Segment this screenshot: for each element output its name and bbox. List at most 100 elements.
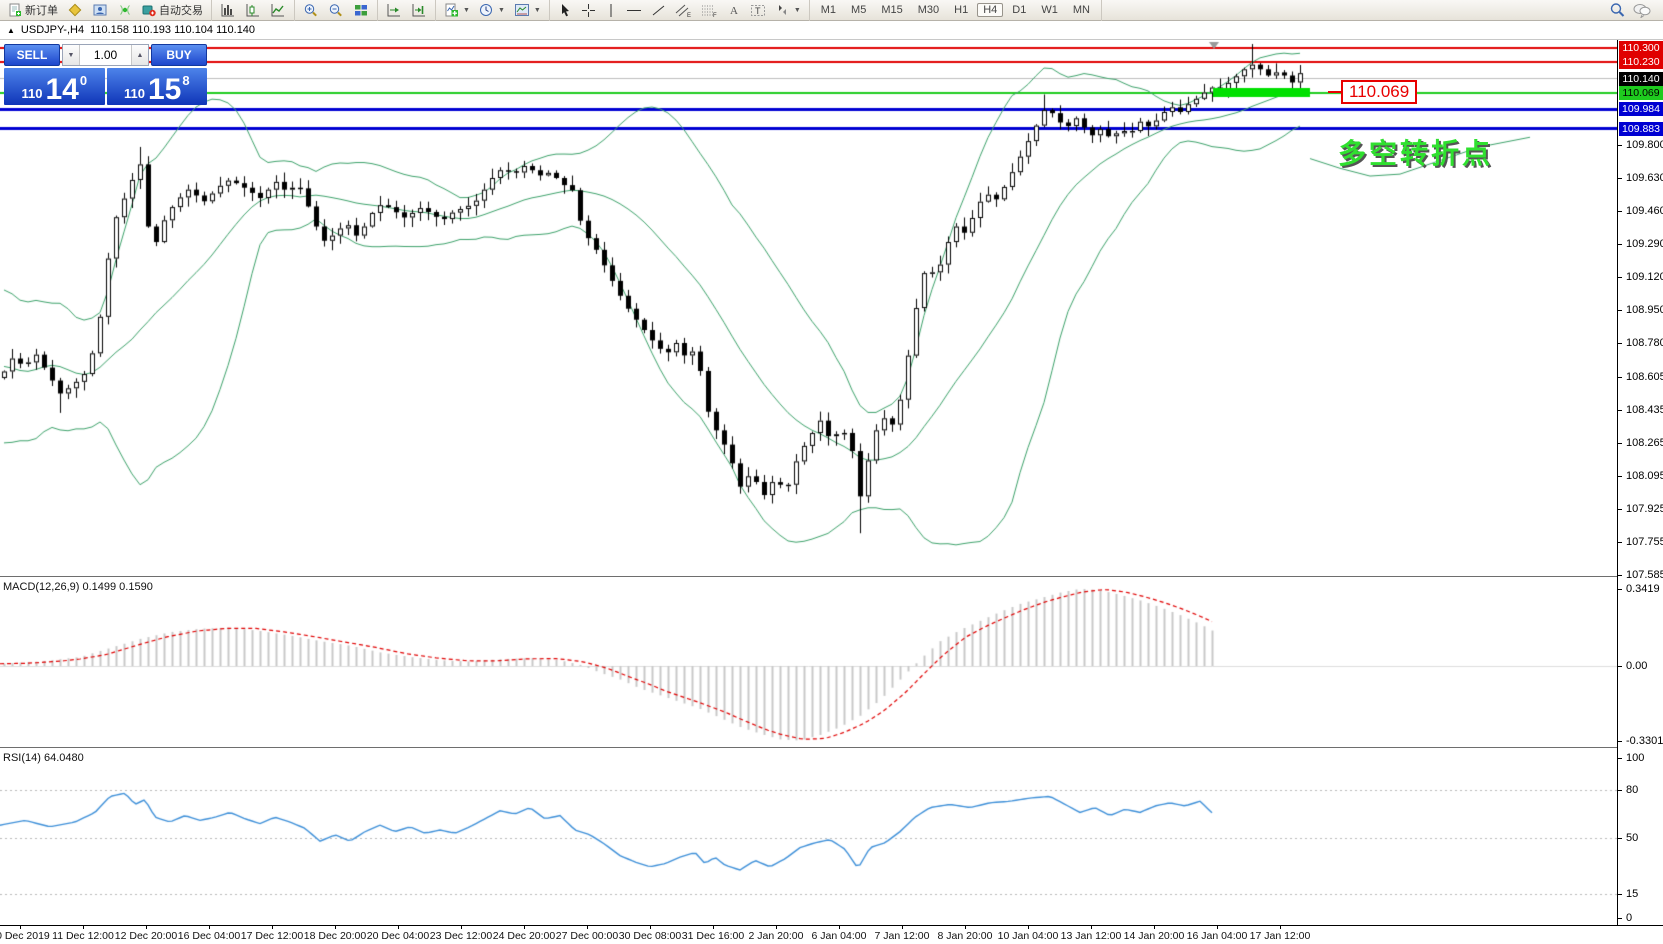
timeframe-h1-button[interactable]: H1 <box>954 4 969 16</box>
macd-canvas[interactable] <box>0 579 1617 747</box>
turning-point-note[interactable]: 多空转折点 <box>1338 138 1494 169</box>
tile-windows-icon[interactable] <box>350 1 372 19</box>
community-chat-icon[interactable] <box>1629 1 1655 19</box>
timeframe-mn-button[interactable]: MN <box>1072 4 1090 16</box>
rsi-tick <box>1618 918 1622 919</box>
price-tag-label[interactable]: 110.069 <box>1341 80 1418 104</box>
price-tick-label: 107.755 <box>1626 536 1663 548</box>
svg-text:E: E <box>687 13 691 18</box>
periods-clock-icon <box>479 3 494 17</box>
bar-chart-icon[interactable] <box>217 1 239 19</box>
price-level-badge: 110.300 <box>1619 41 1663 55</box>
crosshair-icon[interactable] <box>578 1 599 19</box>
new-order-icon <box>8 3 22 17</box>
macd-tick <box>1618 666 1622 667</box>
rsi-tick-label: 15 <box>1626 888 1639 900</box>
time-tick-label: 27 Dec 00:00 <box>555 930 619 942</box>
timeframe-m30-button[interactable]: M30 <box>917 4 940 16</box>
time-tick <box>1091 926 1092 929</box>
autotrade-label: 自动交易 <box>159 5 203 17</box>
zoom-out-icon[interactable] <box>325 1 347 19</box>
macd-panel[interactable]: MACD(12,26,9) 0.1499 0.1590 <box>0 579 1617 747</box>
price-tick <box>1618 211 1622 212</box>
profile-window-icon[interactable] <box>89 1 111 19</box>
periods-button[interactable]: ▼ <box>476 1 508 19</box>
macd-tick <box>1618 741 1622 742</box>
new-order-button[interactable]: 新订单 <box>5 1 61 19</box>
volume-increase-button[interactable]: ▲ <box>131 45 148 65</box>
cursor-icon[interactable] <box>555 1 575 19</box>
toolbar-group-charttype <box>212 0 295 21</box>
autotrade-button[interactable]: 自动交易 <box>139 1 206 19</box>
zoom-in-icon[interactable] <box>300 1 322 19</box>
arrows-caret-icon: ▼ <box>793 6 801 14</box>
price-chart-panel[interactable] <box>0 40 1617 576</box>
main-canvas[interactable] <box>0 40 1617 576</box>
vertical-line-icon[interactable] <box>602 1 620 19</box>
time-tick-label: 18 Dec 20:00 <box>303 930 367 942</box>
templates-button[interactable]: ▼ <box>511 1 544 19</box>
timeframe-m15-button[interactable]: M15 <box>881 4 903 16</box>
text-label-icon[interactable]: T <box>747 1 769 19</box>
arrows-icon <box>775 3 790 17</box>
price-level-badge: 109.984 <box>1619 102 1663 116</box>
rsi-panel[interactable]: RSI(14) 64.0480 <box>0 750 1617 925</box>
auto-scroll-icon[interactable] <box>383 1 405 19</box>
timeframe-h4-button[interactable]: H4 <box>977 3 1004 17</box>
text-icon[interactable]: A <box>724 1 744 19</box>
time-tick-label: 24 Dec 20:00 <box>492 930 556 942</box>
time-tick-label: 7 Jan 12:00 <box>874 930 930 942</box>
toolbar-group-objects: E F A T ▼ <box>550 0 810 21</box>
equidistant-channel-icon[interactable]: E <box>672 1 695 19</box>
sell-price-main: 110 <box>21 85 43 101</box>
volume-value[interactable]: 1.00 <box>93 48 118 62</box>
time-tick <box>335 926 336 929</box>
search-icon[interactable] <box>1606 1 1629 19</box>
buy-button[interactable]: BUY <box>151 44 207 66</box>
line-chart-icon[interactable] <box>267 1 289 19</box>
timeframe-d1-button[interactable]: D1 <box>1012 4 1027 16</box>
templates-caret-icon: ▼ <box>533 6 541 14</box>
time-tick <box>839 926 840 929</box>
time-tick-label: 31 Dec 16:00 <box>681 930 745 942</box>
time-tick <box>776 926 777 929</box>
timeframe-m1-button[interactable]: M1 <box>820 4 837 16</box>
price-tick <box>1618 310 1622 311</box>
price-tick <box>1618 244 1622 245</box>
buy-price-sup: 8 <box>182 73 190 88</box>
price-tick-label: 108.265 <box>1626 437 1663 449</box>
time-tick <box>1280 926 1281 929</box>
price-tick-label: 109.630 <box>1626 172 1663 184</box>
horizontal-line-icon[interactable] <box>623 1 645 19</box>
timeframe-w1-button[interactable]: W1 <box>1041 4 1058 16</box>
sell-button[interactable]: SELL <box>4 44 60 66</box>
candlestick-icon[interactable] <box>242 1 264 19</box>
svg-text:F: F <box>713 13 717 18</box>
time-tick <box>461 926 462 929</box>
sell-price-display[interactable]: 110 14 0 <box>4 68 105 105</box>
signal-icon[interactable] <box>114 1 136 19</box>
fibonacci-icon[interactable]: F <box>698 1 721 19</box>
volume-stepper: ▼ 1.00 ▲ <box>62 44 149 66</box>
price-tick <box>1618 476 1622 477</box>
toolbar-group-trade: 新订单 自动交易 <box>0 0 212 21</box>
timeframe-m5-button[interactable]: M5 <box>851 4 867 16</box>
rsi-tick-label: 0 <box>1626 912 1633 924</box>
metaquotes-icon[interactable] <box>64 1 86 19</box>
trendline-icon[interactable] <box>648 1 669 19</box>
chart-shift-icon[interactable] <box>408 1 430 19</box>
rsi-canvas[interactable] <box>0 750 1617 925</box>
arrows-button[interactable]: ▼ <box>772 1 804 19</box>
time-tick <box>524 926 525 929</box>
indicators-button[interactable]: ▼ <box>441 1 473 19</box>
time-tick-label: 23 Dec 12:00 <box>429 930 493 942</box>
price-axis[interactable]: 109.800 109.630 109.460 109.290 109.120 108.9… <box>1617 40 1663 925</box>
volume-decrease-button[interactable]: ▼ <box>63 45 80 65</box>
rsi-tick <box>1618 838 1622 839</box>
price-tick <box>1618 343 1622 344</box>
rsi-tick-label: 100 <box>1626 752 1645 764</box>
time-tick-label: 10 Dec 2019 <box>0 930 50 942</box>
price-tick <box>1618 542 1622 543</box>
buy-price-display[interactable]: 110 15 8 <box>106 68 207 105</box>
